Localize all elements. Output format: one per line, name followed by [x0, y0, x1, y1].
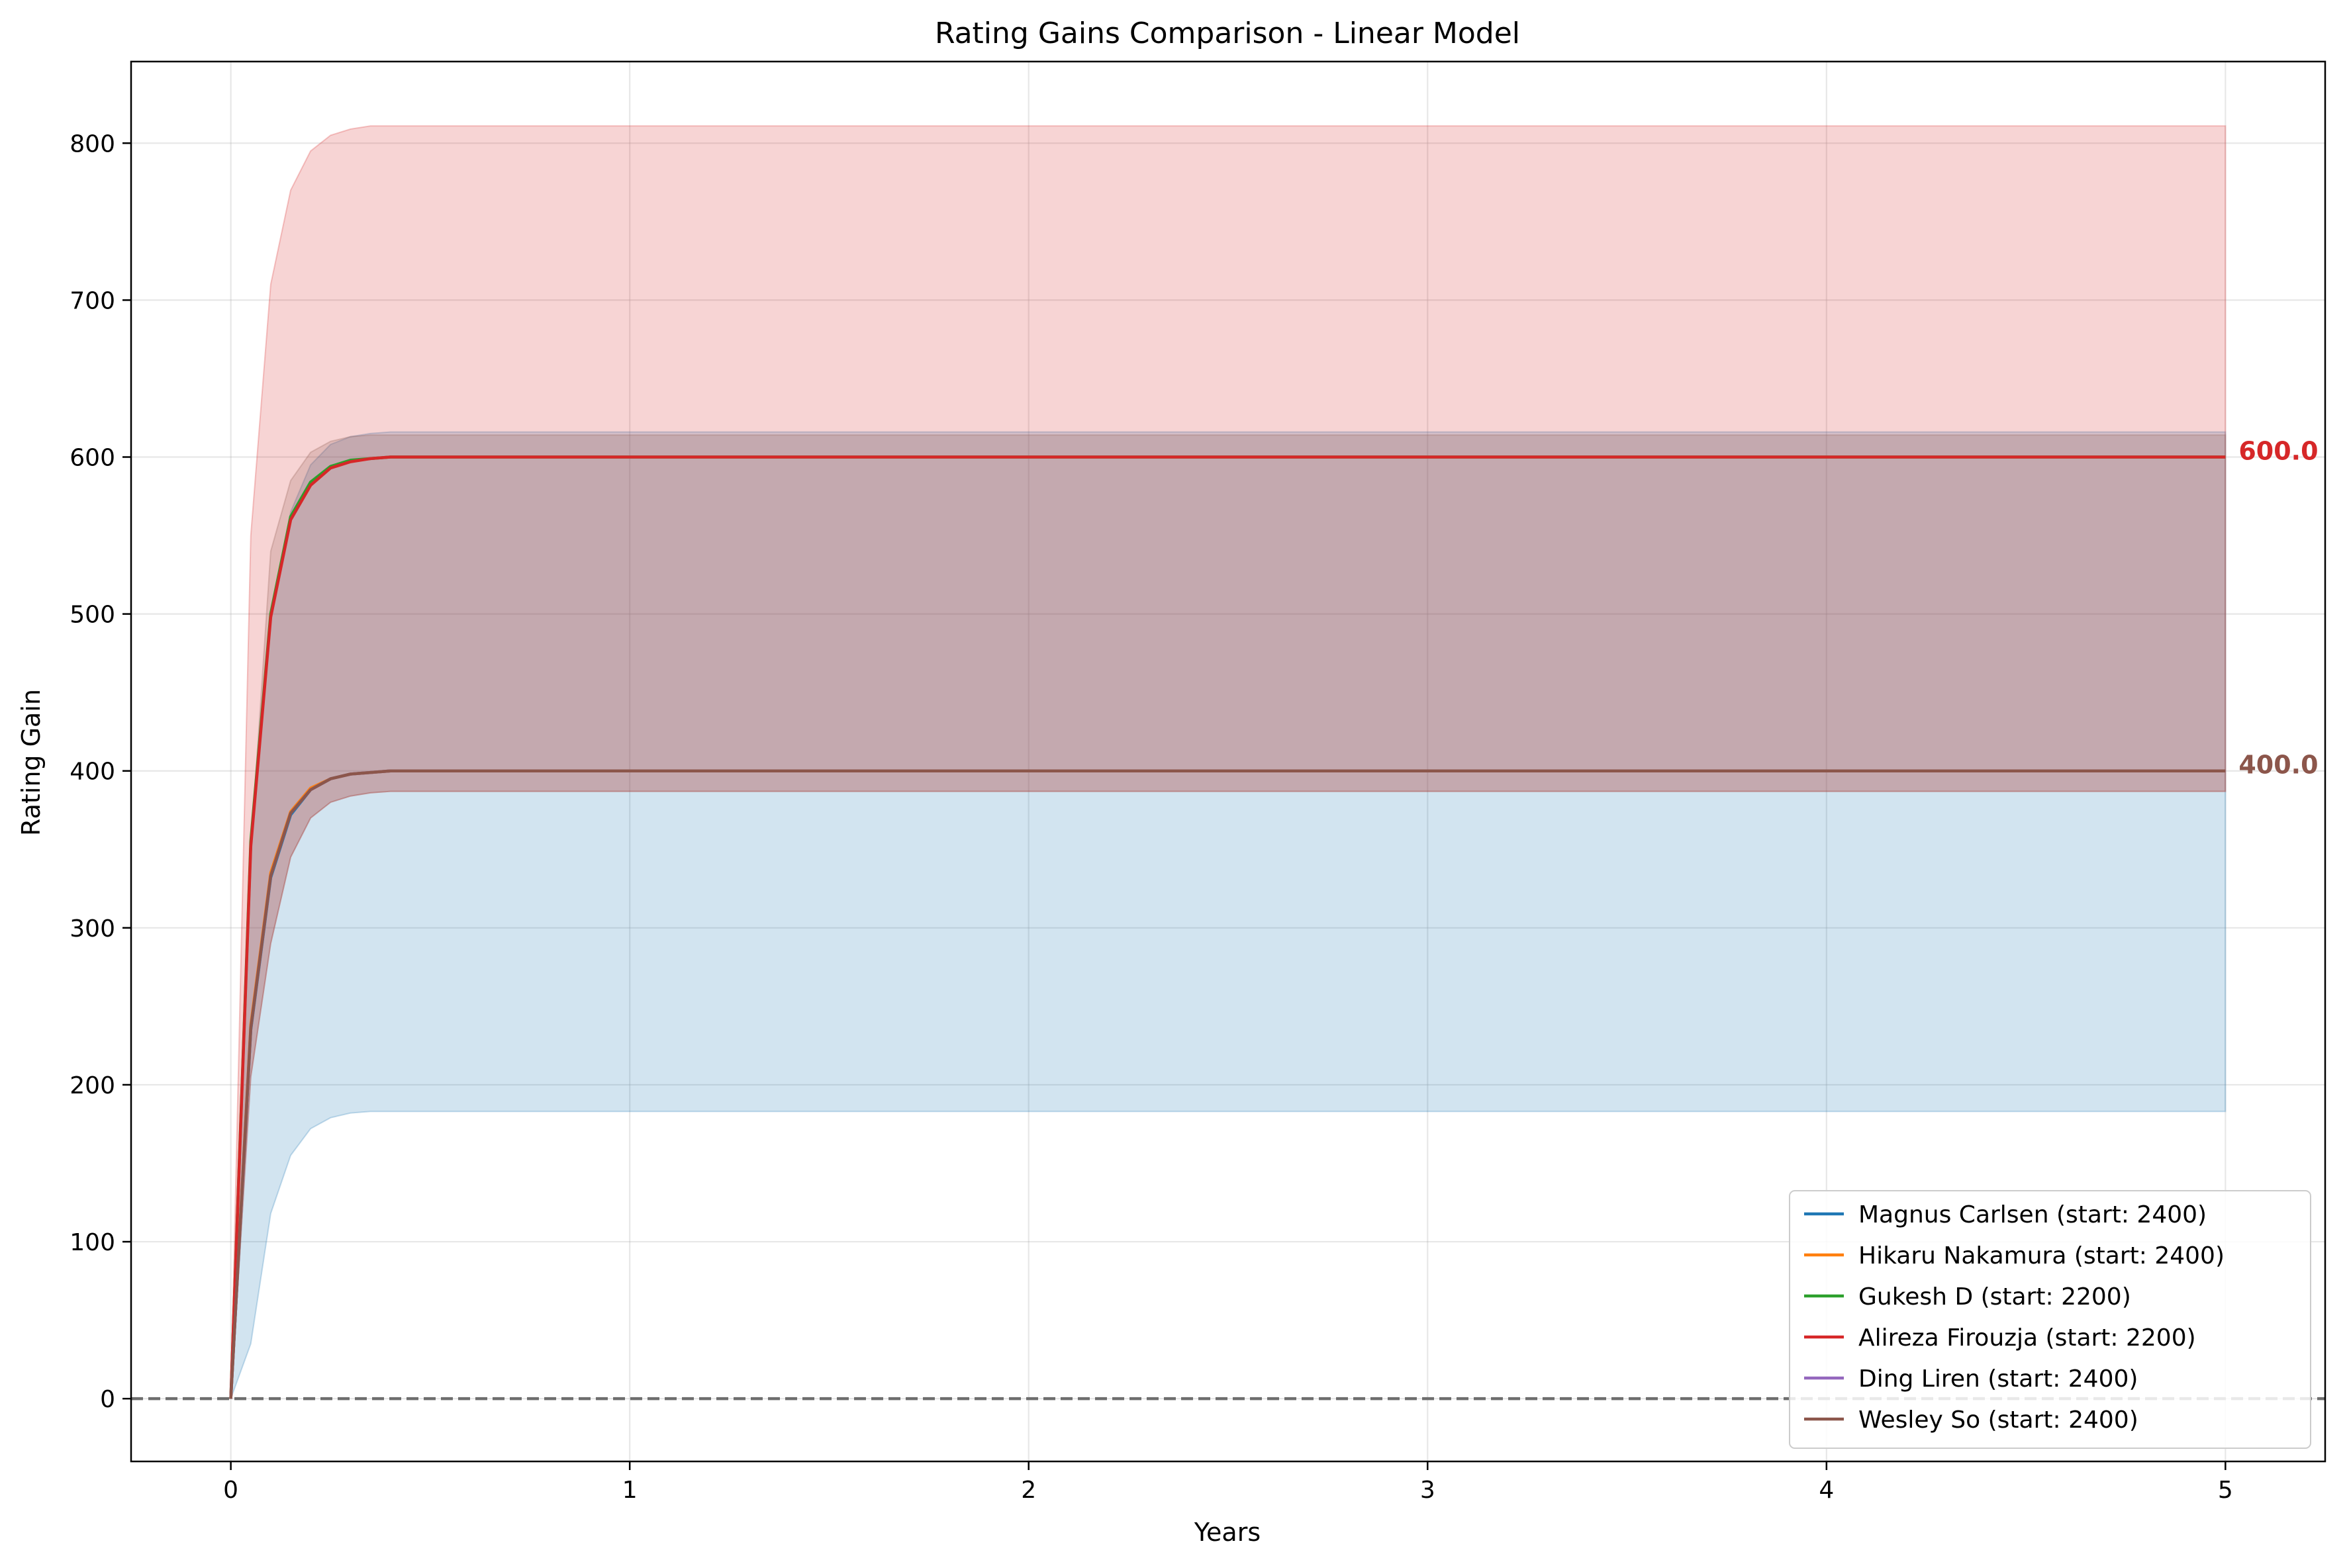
x-tick-label: 5: [2218, 1477, 2233, 1504]
x-tick-label: 4: [1819, 1477, 1834, 1504]
legend-entry-label: Hikaru Nakamura (start: 2400): [1858, 1242, 2225, 1269]
legend-entry-label: Magnus Carlsen (start: 2400): [1858, 1201, 2207, 1228]
y-tick-label: 700: [70, 287, 115, 314]
end-value-label: 400.0: [2238, 751, 2318, 780]
legend-entry-label: Alireza Firouzja (start: 2200): [1858, 1324, 2196, 1352]
confidence-band: [230, 125, 2227, 1399]
x-tick-label: 1: [622, 1477, 638, 1504]
y-tick-label: 600: [70, 445, 115, 472]
confidence-band: [230, 434, 2227, 1399]
confidence-bands: [230, 125, 2227, 1399]
legend-entry-label: Gukesh D (start: 2200): [1858, 1283, 2131, 1311]
y-tick-label: 100: [70, 1229, 115, 1256]
legend-box: [1789, 1190, 2311, 1449]
legend-entry-label: Ding Liren (start: 2400): [1858, 1365, 2138, 1393]
axis-ticks: 0 1 2 3 4 5 0 100 200 300 400 500 600 700 800: [70, 130, 2233, 1504]
legend-entry-label: Wesley So (start: 2400): [1858, 1407, 2138, 1434]
end-value-label: 600.0: [2238, 437, 2318, 466]
y-tick-label: 500: [70, 602, 115, 629]
chart-title: Rating Gains Comparison - Linear Model: [935, 17, 1520, 50]
series-line: [229, 769, 2226, 1399]
legend: Magnus Carlsen (start: 2400) Hikaru Nakam…: [1789, 1190, 2311, 1449]
y-axis-label: Rating Gain: [17, 689, 46, 836]
x-axis-label: Years: [1194, 1518, 1261, 1547]
series-lines: [229, 455, 2226, 1399]
series-line: [229, 455, 2226, 1399]
y-tick-label: 0: [100, 1386, 115, 1413]
y-tick-label: 800: [70, 130, 115, 158]
x-tick-label: 3: [1420, 1477, 1435, 1504]
plot-frame: [130, 60, 2326, 1463]
x-tick-label: 0: [223, 1477, 238, 1504]
x-tick-label: 2: [1021, 1477, 1036, 1504]
y-tick-label: 200: [70, 1072, 115, 1099]
y-tick-label: 400: [70, 759, 115, 786]
y-tick-label: 300: [70, 915, 115, 943]
end-value-labels: 600.0 400.0: [2238, 437, 2318, 780]
